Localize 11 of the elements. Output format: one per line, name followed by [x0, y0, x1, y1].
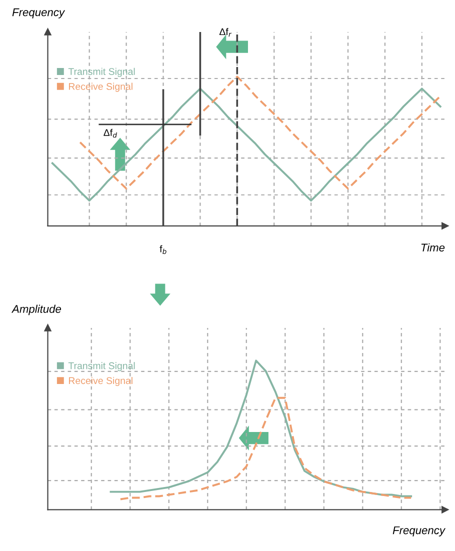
legend-label: Transmit Signal	[68, 68, 135, 77]
x-axis-title: Frequency	[392, 526, 446, 536]
ref-line-label: Δf$_{d}$	[104, 128, 118, 138]
legend-label: Transmit Signal	[68, 362, 135, 372]
x-axis-title: Time	[421, 243, 445, 252]
legend-label: Receive Signal	[68, 376, 132, 386]
text: Δf$_{r}$	[219, 28, 232, 37]
legend-label: Receive Signal	[68, 82, 132, 92]
text: f$_{b}$	[160, 245, 166, 254]
y-axis-title: Frequency	[12, 8, 66, 18]
y-axis-title: Amplitude	[11, 304, 62, 316]
